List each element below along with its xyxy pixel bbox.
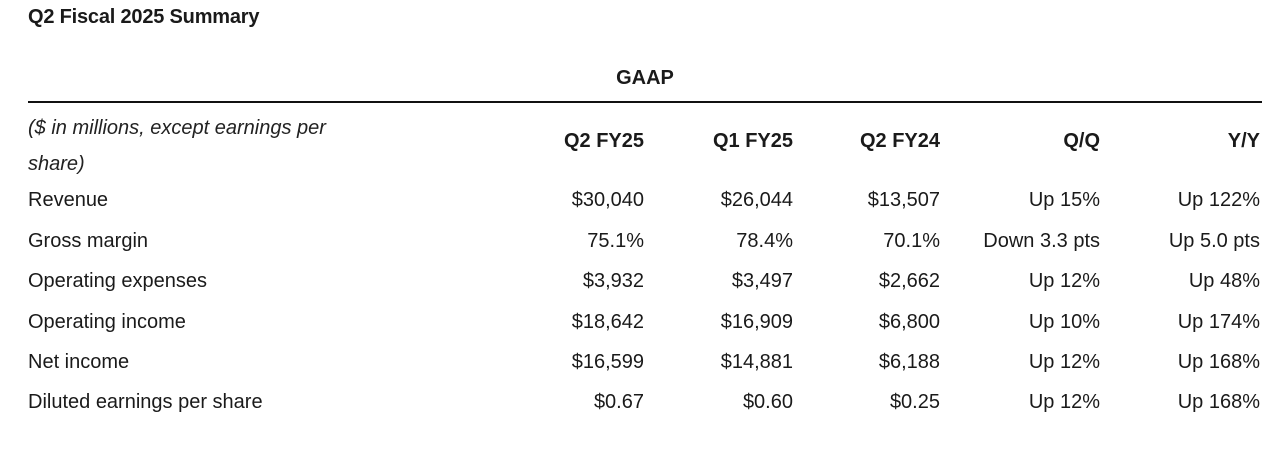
table-cell: Down 3.3 pts (983, 229, 1100, 252)
column-header-row: Q2 FY25 Q1 FY25 Q2 FY24 Q/Q Y/Y (28, 121, 1262, 161)
row-label: Operating income (28, 310, 186, 333)
table-cell: $14,881 (720, 350, 793, 373)
table-cell: Up 122% (1177, 188, 1260, 211)
table-cell: $0.67 (593, 390, 644, 413)
table-cell: $26,044 (720, 188, 793, 211)
table-cell: $3,497 (731, 269, 793, 292)
header-divider (28, 101, 1262, 103)
table-cell: Up 15% (1028, 188, 1100, 211)
table-row: Operating income $18,642 $16,909 $6,800 Up 1… (28, 302, 1262, 342)
table-cell: 70.1% (883, 229, 940, 252)
table-cell: 75.1% (587, 229, 644, 252)
row-label: Revenue (28, 188, 109, 211)
table-cell: $16,599 (571, 350, 644, 373)
table-cell: $0.60 (742, 390, 793, 413)
table-cell: Up 48% (1188, 269, 1260, 292)
unit-note: ($ in millions, except earnings per shar… (28, 117, 326, 175)
column-header: Q2 FY25 (563, 129, 644, 152)
table-row: Operating expenses $3,932 $3,497 $2,662 Up 1… (28, 261, 1262, 301)
column-header: Q/Q (1063, 129, 1100, 152)
gaap-group-header: GAAP (616, 67, 674, 89)
table-cell: Up 5.0 pts (1168, 229, 1260, 252)
column-header: Q1 FY25 (712, 129, 793, 152)
table-cell: Up 174% (1177, 310, 1260, 333)
table-row: Gross margin 75.1% 78.4% 70.1% Down 3.3 pts U… (28, 221, 1262, 261)
table-cell: Up 12% (1028, 269, 1100, 292)
table-row: Net income $16,599 $14,881 $6,188 Up 12% Up 1… (28, 342, 1262, 382)
table-row: Revenue $30,040 $26,044 $13,507 Up 15% Up 122… (28, 180, 1262, 220)
table-cell: $16,909 (720, 310, 793, 333)
row-label: Gross margin (28, 229, 149, 252)
table-cell: $18,642 (571, 310, 644, 333)
table-cell: $13,507 (867, 188, 940, 211)
table-cell: Up 168% (1177, 390, 1260, 413)
table-cell: $6,188 (878, 350, 940, 373)
table-cell: Up 12% (1028, 350, 1100, 373)
row-label: Operating expenses (28, 269, 208, 292)
table-cell: $2,662 (878, 269, 940, 292)
table-cell: 78.4% (736, 229, 793, 252)
table-cell: $3,932 (582, 269, 644, 292)
column-header: Q2 FY24 (859, 129, 940, 152)
table-cell: $6,800 (878, 310, 940, 333)
table-cell: Up 10% (1028, 310, 1100, 333)
table-cell: Up 12% (1028, 390, 1100, 413)
column-header: Y/Y (1227, 129, 1260, 152)
page-title: Q2 Fiscal 2025 Summary (28, 6, 260, 28)
row-label: Diluted earnings per share (28, 390, 263, 413)
table-row: Diluted earnings per share $0.67 $0.60 $0.2… (28, 382, 1262, 422)
table-cell: $30,040 (571, 188, 644, 211)
row-label: Net income (28, 350, 130, 373)
table-cell: Up 168% (1177, 350, 1260, 373)
table-cell: $0.25 (889, 390, 940, 413)
